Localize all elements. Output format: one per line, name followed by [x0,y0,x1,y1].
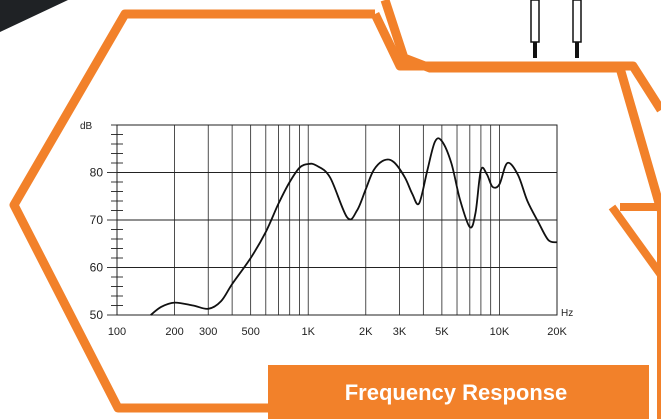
x-tick-label: 3K [393,326,407,338]
x-tick-label: 10K [490,326,510,338]
y-tick-label: 80 [90,166,104,180]
orange-hexagon-right-edge [370,12,661,113]
orange-hexagon-main [9,9,375,413]
x-tick-label: 1K [301,326,315,338]
x-tick-label: 2K [359,326,373,338]
y-tick-label: 60 [90,261,104,275]
x-tick-label: 200 [165,326,183,338]
x-tick-label: 5K [435,326,449,338]
y-tick-label: 70 [90,213,104,227]
caption-text: Frequency Response [345,380,568,405]
earphone-plug-icon [530,0,582,58]
x-tick-label: 100 [108,326,126,338]
x-tick-label: 20K [547,326,567,338]
x-axis-label: Hz [561,308,573,319]
frequency-response-line [150,137,558,316]
x-tick-label: 500 [241,326,259,338]
caption-banner [268,365,649,419]
chart-tick-labels: 100 200 300 500 1K 2K 3K 5K 10K 20K 50 60 70 80 [90,166,568,339]
dark-diagonal-band [0,0,68,32]
chart-grid [116,124,558,316]
chart-series [150,137,558,316]
chart-ticks [107,124,123,316]
y-tick-label: 50 [90,308,104,322]
orange-hexagon-lower-right [620,203,661,419]
orange-right-diagonal [608,204,661,278]
y-axis-label: dB [80,121,93,132]
x-tick-label: 300 [199,326,217,338]
